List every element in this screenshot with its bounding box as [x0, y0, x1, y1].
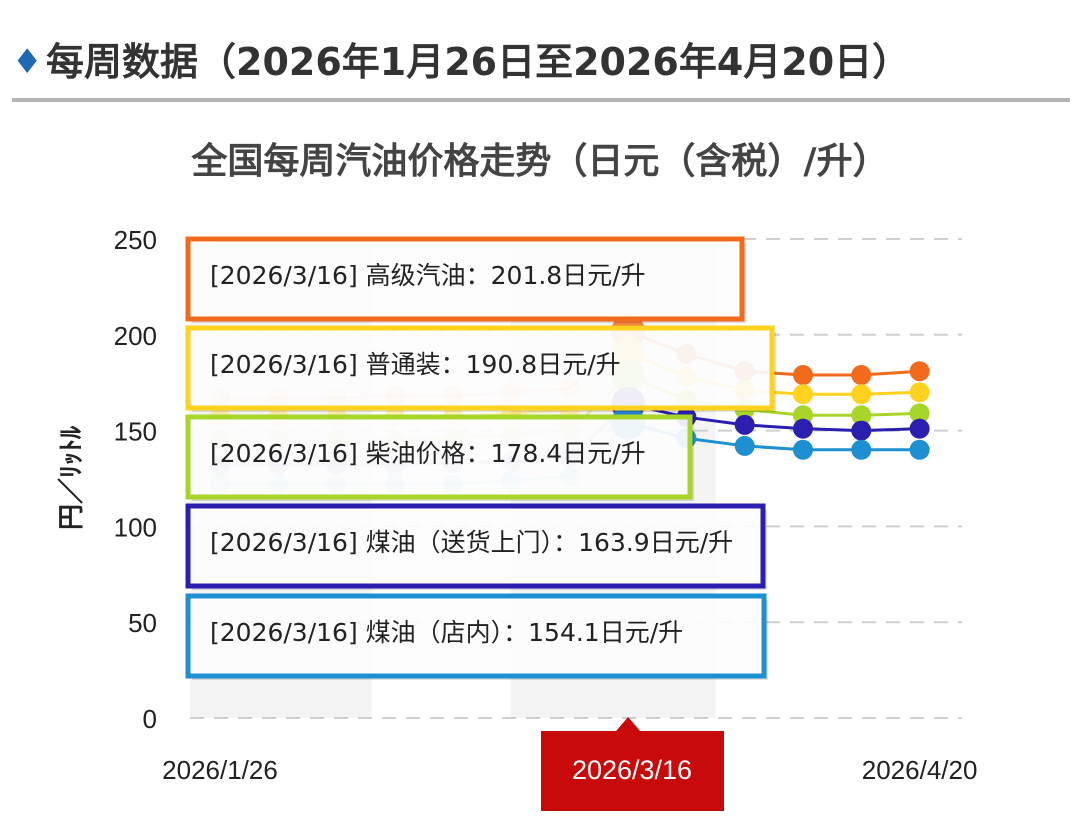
chart-title: 全国每周汽油价格走势（日元（含税）/升） [191, 141, 889, 182]
y-axis-label: 円／ﾘｯﾄﾙ [57, 425, 87, 530]
section-header: ♦ 每周数据（2026年1月26日至2026年4月20日） [12, 34, 1070, 102]
tooltip-box-1 [185, 236, 745, 322]
tooltip-box-4 [185, 503, 766, 589]
tooltip-box-3 [185, 414, 693, 500]
section-title: 每周数据（2026年1月26日至2026年4月20日） [46, 40, 911, 84]
x-tick-label: 2026/1/26 [162, 755, 278, 785]
series-5-point[interactable] [909, 439, 930, 460]
series-2-point[interactable] [851, 384, 872, 405]
diamond-icon: ♦ [12, 42, 43, 82]
series-3-point[interactable] [909, 403, 930, 424]
y-tick-label: 100 [114, 512, 157, 542]
series-5-point[interactable] [793, 439, 813, 460]
series-4-point[interactable] [793, 418, 813, 439]
x-tick-label: 2026/4/20 [862, 755, 978, 785]
tooltip-text-3: [2026/3/16] 柴油价格：178.4日元/升 [210, 439, 646, 468]
highlight-x-box [541, 731, 724, 811]
tooltip-text-1: [2026/3/16] 高级汽油：201.8日元/升 [210, 261, 646, 290]
tooltip-box-5 [185, 593, 767, 679]
series-1-point[interactable] [793, 365, 813, 386]
series-4-point[interactable] [734, 414, 755, 435]
series-3-point[interactable] [851, 405, 872, 426]
series-1-point[interactable] [851, 365, 872, 386]
series-1-point[interactable] [909, 361, 930, 382]
series-4-point[interactable] [851, 420, 872, 441]
series-2-point[interactable] [909, 382, 930, 403]
tooltip-box-2 [185, 325, 775, 411]
series-2-point[interactable] [793, 384, 813, 405]
series-4-point[interactable] [909, 418, 930, 439]
tooltip-text-4: [2026/3/16] 煤油（送货上门）：163.9日元/升 [210, 528, 733, 557]
tooltip-text-5: [2026/3/16] 煤油（店内）：154.1日元/升 [210, 618, 683, 647]
y-tick-label: 200 [114, 321, 157, 351]
y-tick-label: 50 [128, 608, 157, 638]
series-5-point[interactable] [851, 439, 872, 460]
y-tick-label: 0 [143, 704, 157, 734]
highlight-pointer [616, 717, 641, 731]
y-tick-label: 150 [114, 417, 157, 447]
highlight-x-label: 2026/3/16 [572, 755, 692, 785]
series-5-point[interactable] [734, 435, 755, 456]
tooltip-text-2: [2026/3/16] 普通装：190.8日元/升 [210, 350, 621, 379]
y-tick-label: 250 [114, 225, 157, 255]
